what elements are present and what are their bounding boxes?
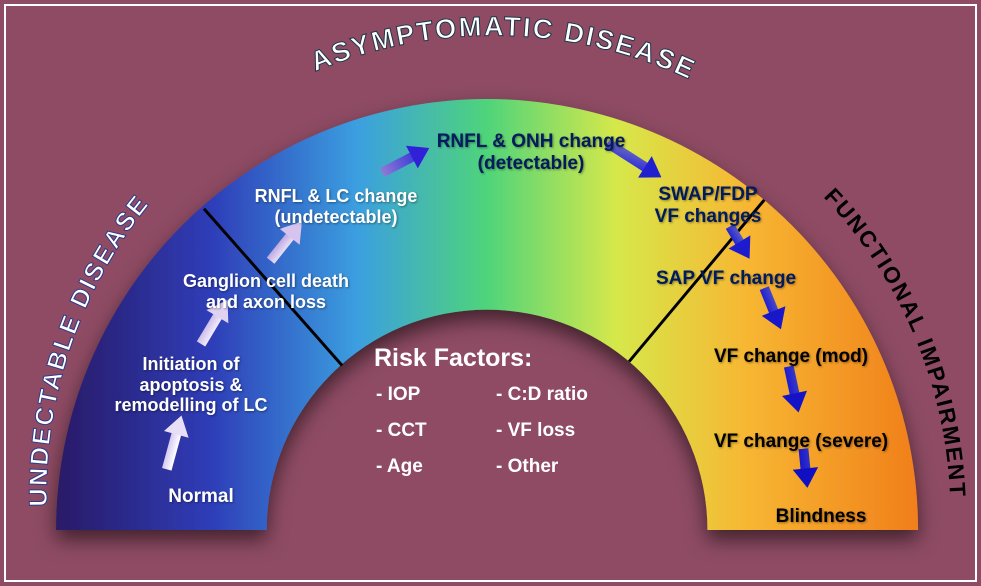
stage-swap-fdp: SWAP/FDPVF changes <box>628 184 788 228</box>
risk-item: - Age <box>376 456 423 478</box>
stage-vf-severe: VF change (severe) <box>686 431 916 453</box>
section-asymptomatic: ASYMPTOMATIC DISEASE <box>306 11 701 86</box>
risk-item: - IOP <box>376 384 420 406</box>
stage-sap-vf: SAP VF change <box>626 268 826 290</box>
stage-normal: Normal <box>131 486 271 508</box>
risk-factors-title: Risk Factors: <box>374 344 532 373</box>
risk-item: - VF loss <box>496 420 575 442</box>
stage-rnfl-lc: RNFL & LC change(undetectable) <box>226 186 446 227</box>
stage-rnfl-onh: RNFL & ONH change(detectable) <box>411 131 651 175</box>
stage-vf-mod: VF change (mod) <box>686 346 896 368</box>
stage-ganglion: Ganglion cell deathand axon loss <box>151 271 381 312</box>
stage-blindness: Blindness <box>746 506 896 528</box>
stage-apoptosis: Initiation ofapoptosis &remodelling of L… <box>96 354 286 416</box>
risk-item: - Other <box>496 456 558 478</box>
risk-item: - C:D ratio <box>496 384 588 406</box>
risk-item: - CCT <box>376 420 427 442</box>
